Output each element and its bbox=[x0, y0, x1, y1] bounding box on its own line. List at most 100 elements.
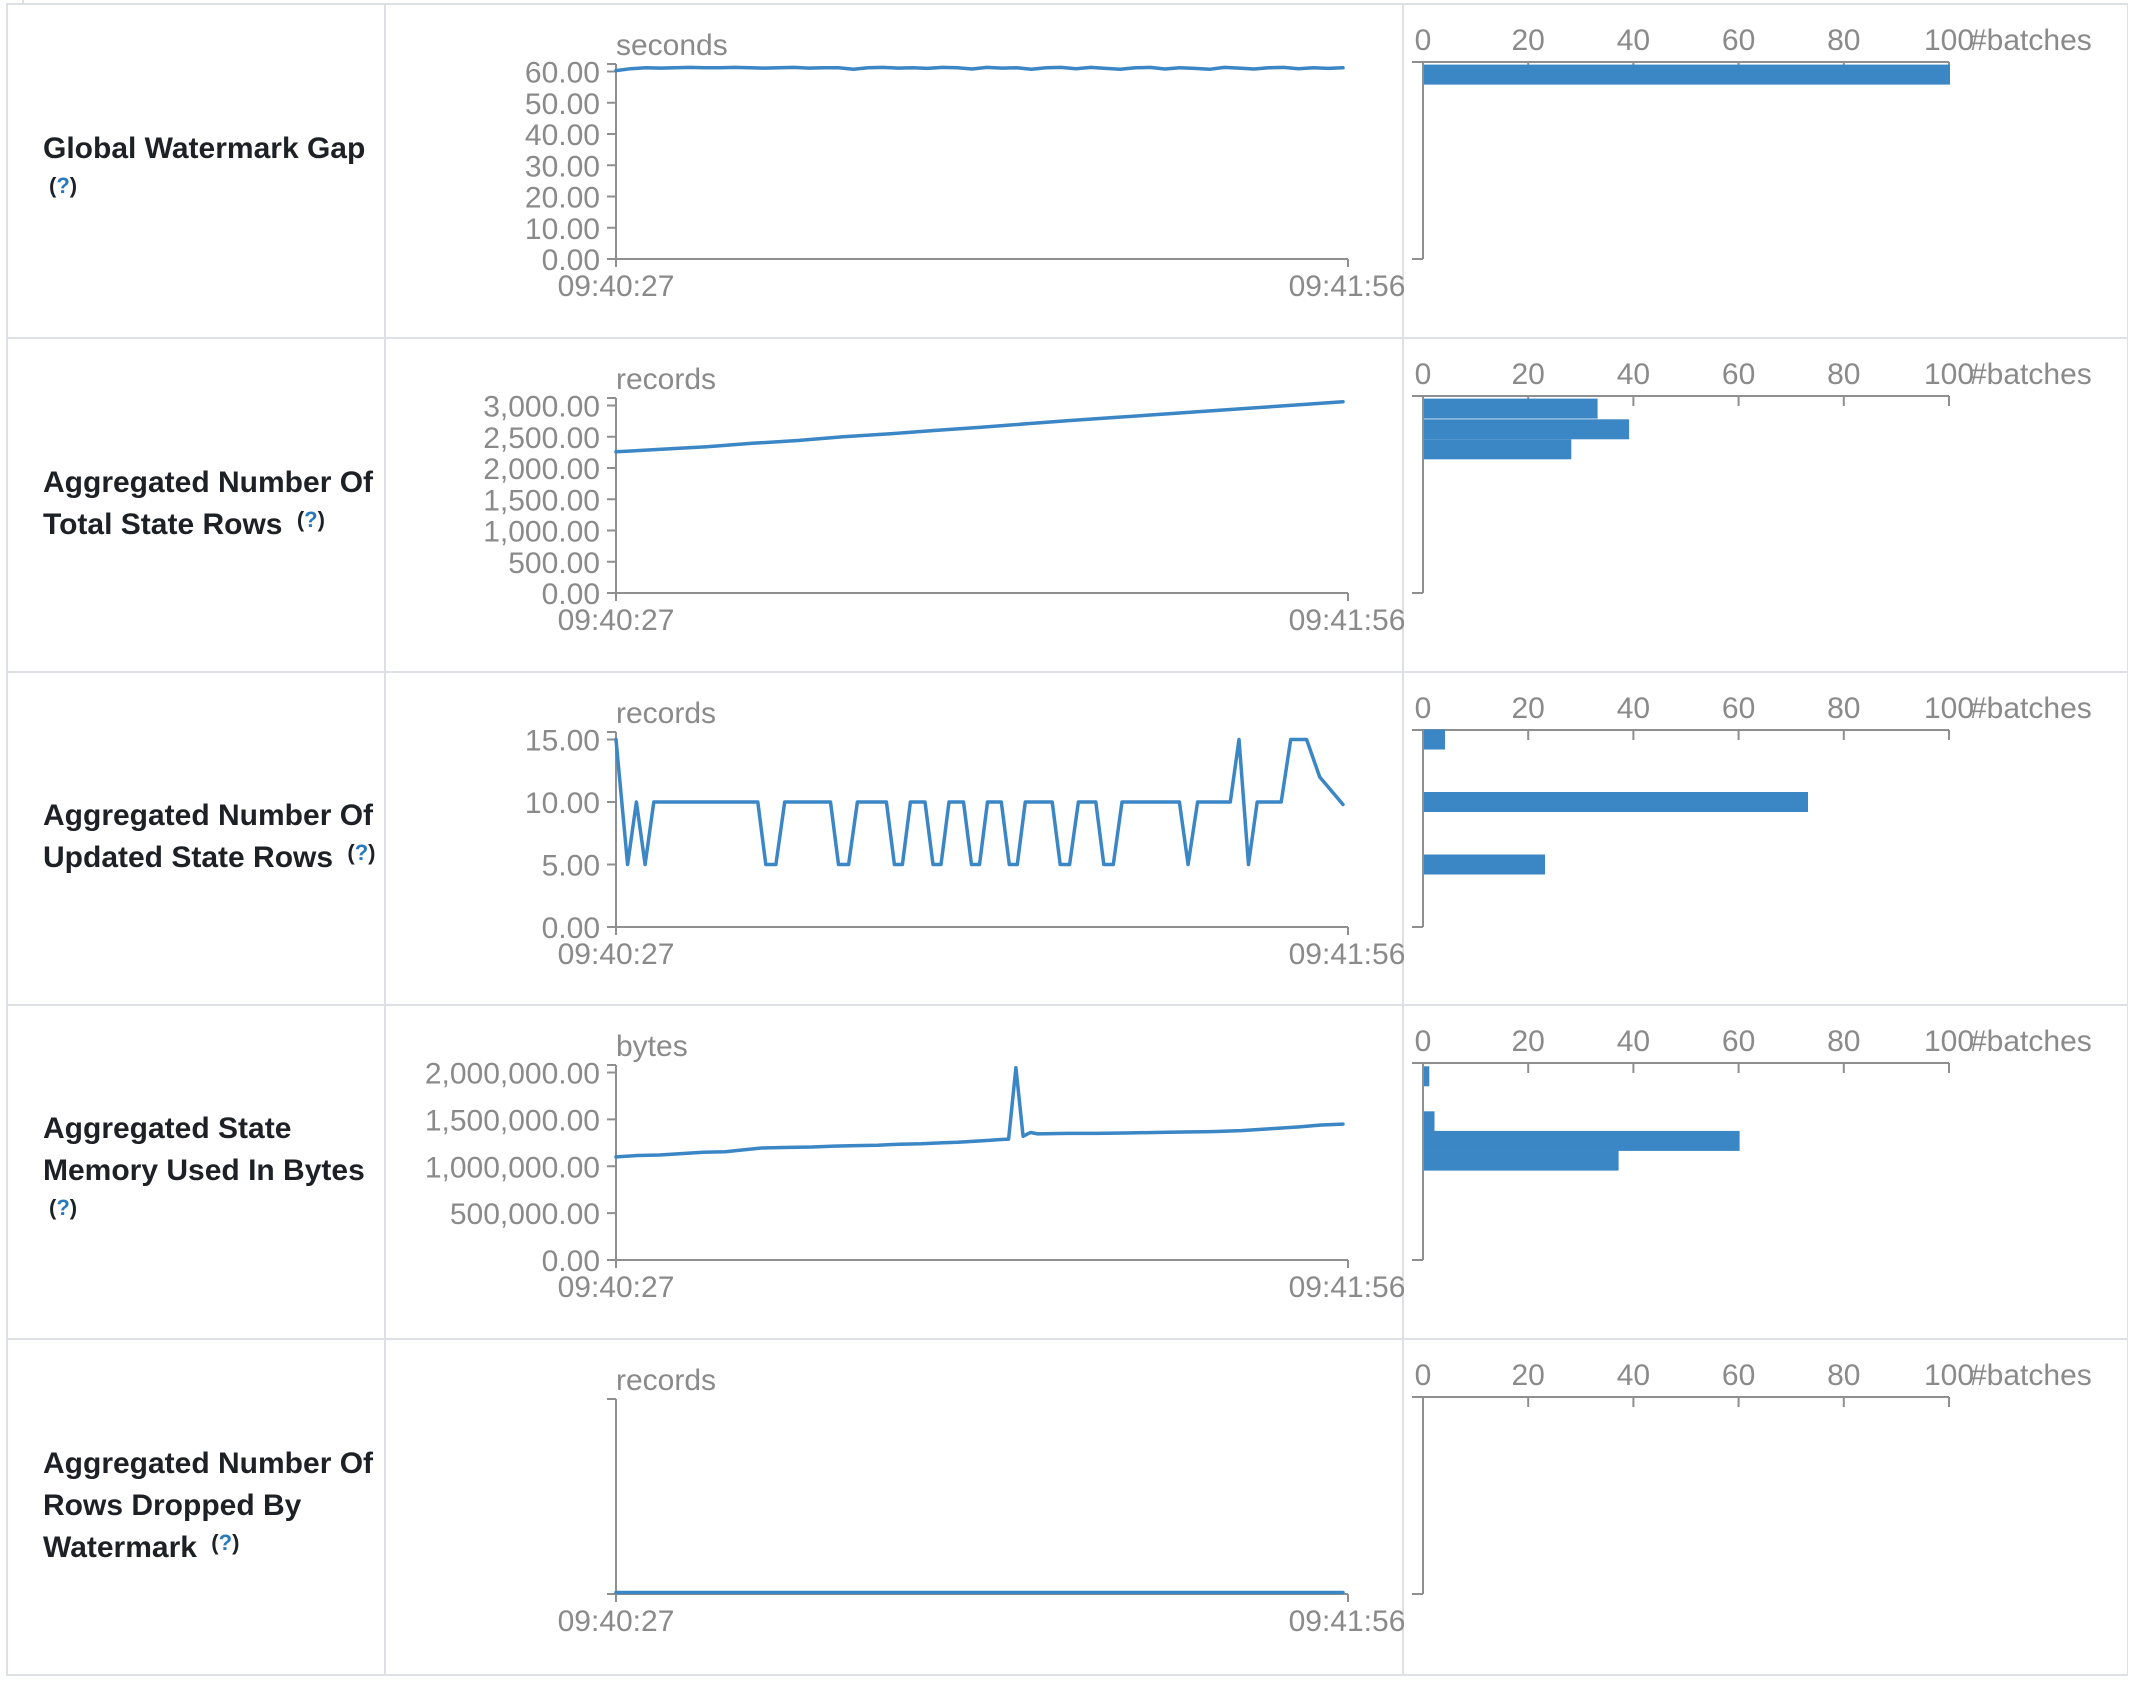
unit-label: records bbox=[616, 1364, 716, 1397]
histogram-tick-label: 20 bbox=[1512, 24, 1545, 57]
histogram-tick-label: 0 bbox=[1415, 24, 1432, 57]
histogram-tick-label: 100 bbox=[1924, 1359, 1974, 1392]
time-label-end: 09:41:56 bbox=[1289, 270, 1406, 303]
time-label-start: 09:40:27 bbox=[558, 604, 675, 637]
histogram-bar bbox=[1424, 64, 1950, 85]
line-series bbox=[614, 1066, 1345, 1160]
histogram-tick-label: 20 bbox=[1512, 1025, 1545, 1058]
histogram-tick-label: 100 bbox=[1924, 24, 1974, 57]
help-link[interactable]: (?) bbox=[49, 1195, 78, 1221]
batches-histogram: 0 20 40 60 80 100#batches bbox=[1412, 692, 2092, 928]
metric-title-line: (?) bbox=[43, 170, 384, 214]
histogram-tick-label: 60 bbox=[1722, 1359, 1755, 1392]
histogram-tick-label: 80 bbox=[1827, 1025, 1860, 1058]
help-link[interactable]: (?) bbox=[347, 840, 376, 866]
histogram-tick-label: 0 bbox=[1415, 1359, 1432, 1392]
metric-histogram-cell: 0 20 40 60 80 100 #batches bbox=[1404, 5, 2127, 339]
unit-label: bytes bbox=[616, 1030, 688, 1063]
batches-histogram: 0 20 40 60 80 100#batches bbox=[1412, 358, 2092, 594]
time-label-start: 09:40:27 bbox=[558, 938, 675, 971]
metric-title-line: Aggregated State bbox=[43, 1112, 292, 1146]
timeline-chart: records 09:40:27 09:41:56 bbox=[558, 1364, 1406, 1638]
help-question-icon: ? bbox=[304, 506, 318, 532]
metric-title-line: Updated State Rows (?) bbox=[43, 840, 376, 875]
metric-label-cell: Aggregated Number Of Total State Rows (?) bbox=[8, 338, 386, 673]
histogram-bar bbox=[1424, 1150, 1619, 1171]
time-label-start: 09:40:27 bbox=[558, 270, 675, 303]
metric-timeline-cell: records 3,000.00 2,500.00 2,000.00 1,500.00 1… bbox=[386, 338, 1406, 673]
time-label-end: 09:41:56 bbox=[1289, 1271, 1406, 1304]
metric-title-line: (?) bbox=[43, 1192, 384, 1236]
metric-timeline-cell: records 09:40:27 09:41:56 bbox=[386, 1340, 1406, 1674]
y-tick-label: 1,000,000.00 bbox=[425, 1152, 600, 1185]
y-tick-label: 40.00 bbox=[525, 119, 600, 152]
line-series bbox=[614, 399, 1345, 454]
histogram-tick-label: 80 bbox=[1827, 1359, 1860, 1392]
metric-histogram-cell: 0 20 40 60 80 100 #batches bbox=[1404, 1340, 2127, 1674]
histogram-bar bbox=[1424, 1066, 1430, 1087]
y-tick-label: 1,500.00 bbox=[483, 484, 600, 517]
histogram-tick-label: 20 bbox=[1512, 358, 1545, 391]
y-tick-label: 2,500.00 bbox=[483, 422, 600, 455]
histogram-bar bbox=[1424, 398, 1598, 419]
time-label-end: 09:41:56 bbox=[1289, 604, 1406, 637]
metric-title-line: Aggregated Number Of bbox=[43, 799, 374, 833]
time-label-start: 09:40:27 bbox=[558, 1605, 675, 1638]
histogram-tick-label: 0 bbox=[1415, 692, 1432, 725]
unit-label: records bbox=[616, 363, 716, 396]
y-tick-label: 3,000.00 bbox=[483, 390, 600, 423]
time-label-end: 09:41:56 bbox=[1289, 1605, 1406, 1638]
help-link[interactable]: (?) bbox=[296, 506, 325, 532]
histogram-bar bbox=[1424, 791, 1808, 812]
metric-timeline-cell: bytes 2,000,000.00 1,500,000.00 1,000,000.0… bbox=[386, 1006, 1406, 1341]
metric-title-line: Global Watermark Gap bbox=[43, 131, 366, 165]
batches-axis-label: #batches bbox=[1970, 24, 2092, 57]
metric-histogram-cell: 0 20 40 60 80 100 #batches bbox=[1404, 672, 2127, 1007]
help-link[interactable]: (?) bbox=[211, 1530, 240, 1556]
histogram-bar bbox=[1424, 729, 1445, 750]
histogram-tick-label: 60 bbox=[1722, 692, 1755, 725]
batches-histogram: 0 20 40 60 80 100#batches bbox=[1412, 1025, 2092, 1262]
histogram-tick-label: 40 bbox=[1617, 692, 1650, 725]
line-series bbox=[614, 737, 1345, 866]
histogram-tick-label: 60 bbox=[1722, 1025, 1755, 1058]
y-tick-label: 0.00 bbox=[542, 578, 600, 611]
help-link[interactable]: (?) bbox=[49, 172, 78, 198]
help-question-icon: ? bbox=[354, 840, 369, 866]
histogram-bar bbox=[1424, 439, 1572, 460]
metric-title-line: Aggregated Number Of bbox=[43, 465, 374, 499]
y-tick-label: 10.00 bbox=[525, 787, 600, 820]
histogram-tick-label: 60 bbox=[1722, 358, 1755, 391]
y-tick-label: 1,000.00 bbox=[483, 515, 600, 548]
unit-label: seconds bbox=[616, 29, 728, 62]
line-series bbox=[614, 65, 1345, 73]
histogram-tick-label: 100 bbox=[1924, 692, 1974, 725]
histogram-tick-label: 0 bbox=[1415, 358, 1432, 391]
metric-timeline-cell: records 15.00 10.00 5.00 0.00 09:40:27 09:41:5… bbox=[386, 672, 1406, 1007]
y-tick-label: 0.00 bbox=[542, 1245, 600, 1278]
y-tick-label: 50.00 bbox=[525, 88, 600, 121]
metric-timeline-cell: seconds 60.00 50.00 40.00 30.00 20.00 10.00 0.0… bbox=[386, 5, 1406, 339]
y-tick-label: 0.00 bbox=[542, 244, 600, 277]
y-tick-label: 5.00 bbox=[542, 849, 600, 882]
help-question-icon: ? bbox=[56, 172, 70, 198]
y-tick-label: 500.00 bbox=[508, 547, 600, 580]
y-tick-label: 15.00 bbox=[525, 724, 600, 757]
histogram-tick-label: 80 bbox=[1827, 24, 1860, 57]
histogram-tick-label: 80 bbox=[1827, 358, 1860, 391]
metric-label-cell: Aggregated Number Of Rows Dropped By Water… bbox=[8, 1340, 386, 1674]
y-tick-label: 60.00 bbox=[525, 57, 600, 90]
time-label-end: 09:41:56 bbox=[1289, 938, 1406, 971]
timeline-chart: bytes 2,000,000.00 1,500,000.00 1,000,000.0… bbox=[425, 1030, 1406, 1304]
histogram-tick-label: 60 bbox=[1722, 24, 1755, 57]
y-tick-label: 0.00 bbox=[542, 912, 600, 945]
help-question-icon: ? bbox=[56, 1195, 70, 1221]
metric-histogram-cell: 0 20 40 60 80 100 #batches bbox=[1404, 338, 2127, 673]
batches-axis-label: #batches bbox=[1970, 358, 2092, 391]
batches-axis-label: #batches bbox=[1970, 1025, 2092, 1058]
metric-title-line: Total State Rows (?) bbox=[43, 506, 325, 541]
metric-title-line: Rows Dropped By bbox=[43, 1489, 302, 1523]
y-tick-label: 2,000,000.00 bbox=[425, 1058, 600, 1091]
